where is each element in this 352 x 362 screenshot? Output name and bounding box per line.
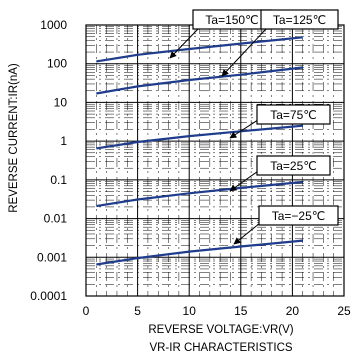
series-line (96, 66, 303, 95)
annotation-arrow (229, 168, 262, 192)
tick-labels: 0 5 10 15 20 25 0.0001 0.001 0.01 0.1 1 10 100 1000 (30, 18, 351, 318)
annotation-box (256, 104, 331, 125)
series-line (96, 180, 303, 208)
x-tick-label: 25 (337, 304, 351, 318)
y-tick-label: 10 (54, 95, 68, 109)
annotation-box (256, 155, 331, 176)
y-tick-label: 0.0001 (30, 289, 67, 303)
y-axis-label: REVERSE CURRENT:IR(nA) (8, 63, 20, 213)
x-axis-label: REVERSE VOLTAGE:VR(V) (148, 324, 293, 336)
series-label: Ta=25℃ (270, 159, 317, 173)
x-tick-label: 10 (183, 304, 197, 318)
series-line (96, 239, 303, 266)
chart-caption: VR-IR CHARACTERISTICS (149, 342, 292, 354)
y-tick-label: 0.001 (37, 250, 67, 264)
x-tick-label: 0 (83, 304, 90, 318)
x-tick-label: 20 (286, 304, 300, 318)
series-label: Ta=−25℃ (272, 209, 326, 223)
series-line (96, 124, 303, 150)
y-tick-label: 1000 (40, 18, 67, 32)
x-tick-label: 5 (134, 304, 141, 318)
annotation-box (258, 205, 339, 226)
annotation-box (260, 9, 339, 30)
annotation-arrow (229, 117, 262, 139)
y-tick-label: 0.01 (44, 212, 68, 226)
series-label: Ta=125℃ (273, 13, 326, 27)
series-label: Ta=150℃ (205, 13, 258, 27)
y-tick-label: 0.1 (50, 173, 67, 187)
series-line (96, 36, 303, 63)
series-label: Ta=75℃ (270, 108, 317, 122)
annotation-arrow (169, 28, 199, 59)
series-annotations: Ta=150℃ Ta=125℃ Ta=75℃ Ta=25℃ Ta=−25℃ (169, 9, 339, 245)
annotation-arrow (221, 28, 267, 77)
y-tick-label: 1 (60, 134, 67, 148)
series-layer (96, 36, 303, 266)
x-tick-label: 15 (234, 304, 248, 318)
y-tick-label: 100 (47, 57, 67, 71)
